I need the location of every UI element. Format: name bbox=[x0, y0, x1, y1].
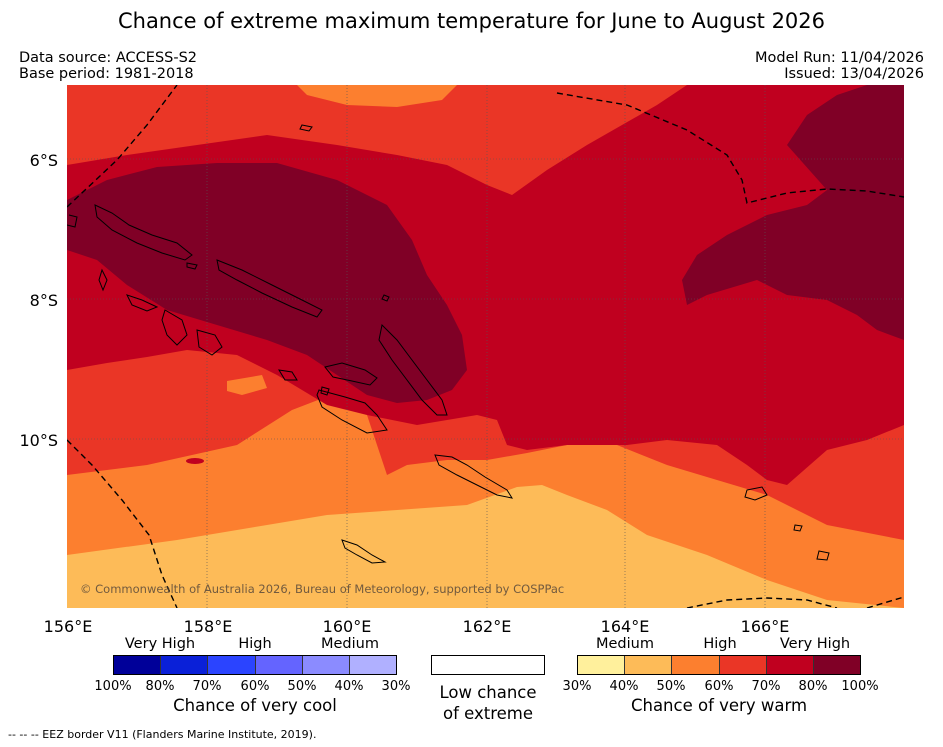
cool-swatch-30-40 bbox=[349, 656, 397, 674]
y-tick-6s: 6°S bbox=[29, 151, 58, 170]
copyright-notice: © Commonwealth of Australia 2026, Bureau… bbox=[80, 582, 565, 596]
graticule bbox=[67, 85, 904, 608]
meta-left: Data source: ACCESS-S2 Base period: 1981… bbox=[19, 50, 197, 82]
cool-swatch-80-100 bbox=[114, 656, 162, 674]
cool-head-medium: Medium bbox=[321, 636, 379, 652]
cool-swatch-50-60 bbox=[255, 656, 303, 674]
cool-caption: Chance of very cool bbox=[173, 696, 337, 715]
region-40-50-south bbox=[67, 485, 904, 608]
model-run: Model Run: 11/04/2026 bbox=[754, 50, 924, 66]
cool-pct-40: 40% bbox=[334, 679, 364, 694]
region-70-80-dot bbox=[186, 458, 204, 464]
region-50-60-blob bbox=[227, 375, 267, 395]
eez-note: -- -- -- EEZ border V11 (Flanders Marine… bbox=[8, 728, 317, 741]
cool-pct-60: 60% bbox=[240, 679, 270, 694]
eez-borders bbox=[67, 85, 904, 608]
cool-pct-70: 70% bbox=[192, 679, 222, 694]
warm-swatch-50-60 bbox=[672, 656, 720, 674]
cool-swatch-40-50 bbox=[302, 656, 350, 674]
warm-head-high: High bbox=[703, 636, 737, 652]
x-tick-160: 160°E bbox=[322, 617, 372, 636]
warm-swatch-60-70 bbox=[719, 656, 767, 674]
warm-caption: Chance of very warm bbox=[630, 696, 808, 715]
region-80-100-east bbox=[682, 85, 904, 340]
coastlines bbox=[67, 124, 830, 564]
low-caption-line2: of extreme bbox=[442, 704, 534, 723]
forecast-map[interactable] bbox=[67, 85, 904, 608]
x-tick-166: 166°E bbox=[740, 617, 790, 636]
data-source: Data source: ACCESS-S2 bbox=[19, 50, 198, 66]
warm-swatch-70-80 bbox=[766, 656, 814, 674]
warm-swatch-40-50 bbox=[625, 656, 673, 674]
x-tick-156: 156°E bbox=[43, 617, 93, 636]
x-tick-158: 158°E bbox=[183, 617, 233, 636]
y-tick-10s: 10°S bbox=[19, 431, 58, 450]
cool-pct-50: 50% bbox=[287, 679, 317, 694]
cool-pct-100: 100% bbox=[94, 679, 132, 694]
map-title: Chance of extreme maximum temperature fo… bbox=[117, 9, 826, 33]
warm-pct-60: 60% bbox=[704, 679, 734, 694]
warm-colorbar bbox=[577, 655, 861, 675]
warm-swatch-30-40 bbox=[578, 656, 626, 674]
low-chance-caption: Low chance of extreme bbox=[420, 682, 556, 724]
low-chance-swatch bbox=[431, 655, 545, 675]
warm-pct-30: 30% bbox=[562, 679, 592, 694]
warm-pct-50: 50% bbox=[656, 679, 686, 694]
warm-pct-40: 40% bbox=[609, 679, 639, 694]
warm-head-very-high: Very High bbox=[779, 636, 851, 652]
cool-swatch-70-80 bbox=[161, 656, 209, 674]
meta-right: Model Run: 11/04/2026 Issued: 13/04/2026 bbox=[755, 50, 924, 82]
base-period: Base period: 1981-2018 bbox=[19, 66, 194, 82]
cool-colorbar bbox=[113, 655, 397, 675]
warm-pct-80: 80% bbox=[798, 679, 828, 694]
cool-pct-30: 30% bbox=[381, 679, 411, 694]
warm-head-medium: Medium bbox=[596, 636, 654, 652]
region-50-60-north bbox=[297, 85, 457, 107]
warm-pct-100: 100% bbox=[841, 679, 879, 694]
x-tick-162: 162°E bbox=[462, 617, 512, 636]
cool-swatch-60-70 bbox=[208, 656, 256, 674]
issued-date: Issued: 13/04/2026 bbox=[784, 66, 924, 82]
low-caption-line1: Low chance bbox=[439, 683, 537, 702]
warm-pct-70: 70% bbox=[751, 679, 781, 694]
x-tick-164: 164°E bbox=[600, 617, 650, 636]
cool-pct-80: 80% bbox=[145, 679, 175, 694]
y-tick-8s: 8°S bbox=[29, 291, 58, 310]
warm-swatch-80-100 bbox=[813, 656, 861, 674]
cool-head-very-high: Very High bbox=[124, 636, 196, 652]
cool-head-high: High bbox=[238, 636, 272, 652]
